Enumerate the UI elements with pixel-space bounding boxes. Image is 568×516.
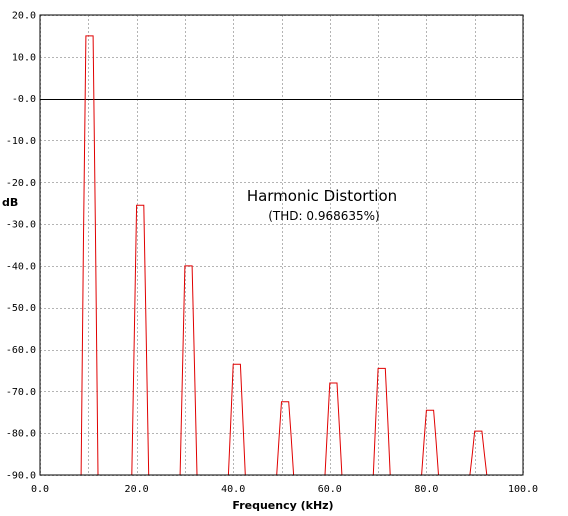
y-tick-label: -20.0: [6, 178, 36, 189]
y-tick-label: -90.0: [6, 471, 36, 482]
x-tick-label: 80.0: [414, 484, 438, 495]
series-line-0: [40, 35, 523, 476]
y-tick-label: -70.0: [6, 387, 36, 398]
y-tick-label: 10.0: [12, 52, 36, 63]
y-tick-labels: -90.0 -80.0 -70.0 -60.0 -50.0 -40.0 -30.0 -20.0…: [6, 11, 36, 482]
plot-border: [39, 14, 524, 476]
x-tick-labels: 0.0 20.0 40.0 60.0 80.0 100.0: [31, 484, 538, 495]
x-axis-label: Frequency (kHz): [232, 499, 333, 512]
chart-subtitle: (THD: 0.968635%): [268, 209, 379, 223]
x-tick-label: 60.0: [318, 484, 342, 495]
y-tick-label: -40.0: [6, 261, 36, 272]
series-group: [40, 35, 523, 476]
plot-area: [40, 15, 523, 475]
x-tick-label: 0.0: [31, 484, 49, 495]
y-tick-label: -50.0: [6, 303, 36, 314]
chart-title: Harmonic Distortion: [247, 187, 397, 205]
x-tick-label: 40.0: [221, 484, 245, 495]
y-tick-label: -10.0: [6, 136, 36, 147]
y-tick-label: -0.0: [12, 94, 36, 105]
y-axis-label: dB: [2, 196, 18, 209]
x-tick-label: 100.0: [508, 484, 538, 495]
y-tick-label: -80.0: [6, 429, 36, 440]
y-tick-label: 20.0: [12, 11, 36, 22]
y-tick-label: -60.0: [6, 345, 36, 356]
y-tick-label: -30.0: [6, 220, 36, 231]
x-tick-label: 20.0: [125, 484, 149, 495]
